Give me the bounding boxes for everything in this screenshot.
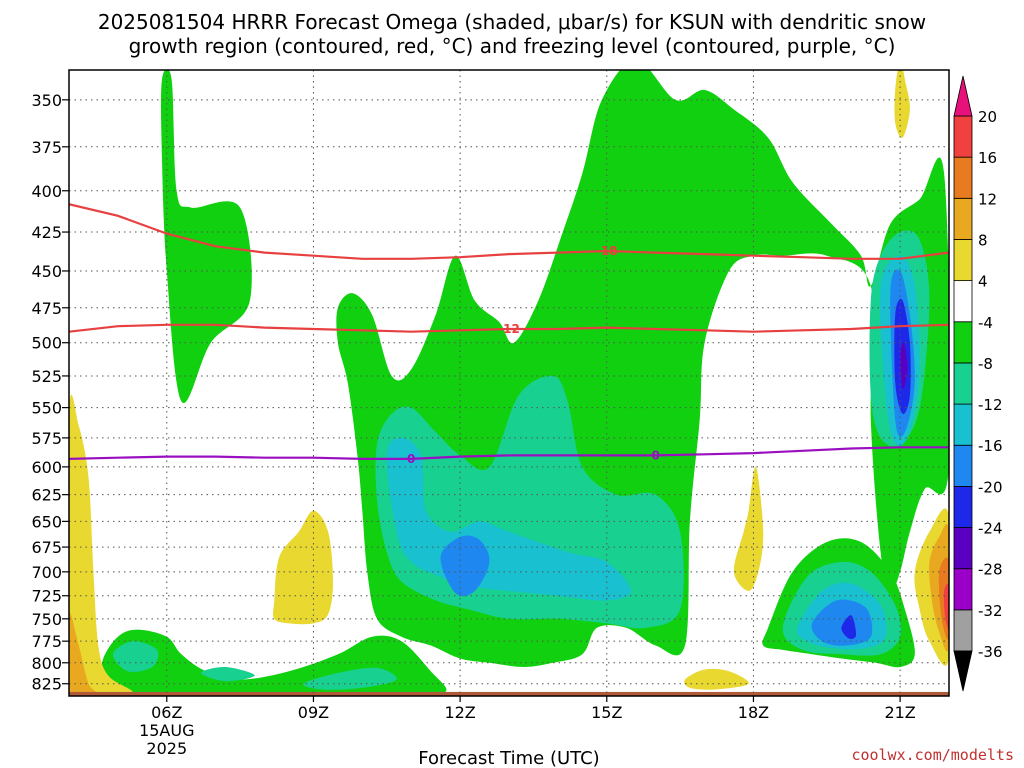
y-tick-label-825: 825: [31, 675, 62, 694]
colorbar-segment-16: [953, 115, 973, 158]
colorbar-label--24: -24: [978, 520, 1003, 538]
plot-frame: [68, 69, 950, 697]
x-tick-year: 2025: [146, 739, 187, 758]
contour-line-1: [69, 323, 949, 333]
omega-region--8-0: [160, 70, 252, 404]
y-tick-label-725: 725: [31, 587, 62, 606]
colorbar-label--20: -20: [978, 478, 1003, 496]
colorbar-label--8: -8: [978, 355, 993, 373]
x-tick-label-15Z: 15Z: [591, 703, 622, 722]
y-tick-label-500: 500: [31, 334, 62, 353]
colorbar-segment--28: [953, 527, 973, 570]
y-tick-label-350: 350: [31, 91, 62, 110]
y-axis-ticks: 350 375 400 425 450 475 500 525 550 575 600 625 650 6…: [31, 91, 69, 694]
omega-region-4-19: [69, 394, 133, 696]
omega-region-4-22: [684, 668, 749, 690]
colorbar-label-20: 20: [978, 108, 997, 126]
colorbar: -36 -32 -28 -24 -20 -16 -12 -8 -4 4 8 12 16 20: [953, 75, 1003, 692]
contour-layer: -18 -12 0 0: [69, 203, 949, 466]
omega-region--12-7: [112, 641, 159, 672]
omega-region-4-21: [733, 466, 764, 591]
omega-region--28-18: [900, 342, 908, 390]
x-tick-label-18Z: 18Z: [738, 703, 769, 722]
y-tick-label-800: 800: [31, 654, 62, 673]
y-tick-label-650: 650: [31, 512, 62, 531]
colorbar-segment--12: [953, 362, 973, 405]
omega-region--20-13: [440, 535, 490, 597]
colorbar-label-12: 12: [978, 190, 997, 208]
omega-region-16-27: [943, 583, 949, 630]
colorbar-label--16: -16: [978, 437, 1003, 455]
x-tick-label-06Z: 06Z: [151, 703, 182, 722]
colorbar-label--28: -28: [978, 561, 1003, 579]
colorbar-label--32: -32: [978, 602, 1003, 620]
x-tick-label-09Z: 09Z: [298, 703, 329, 722]
y-tick-label-775: 775: [31, 632, 62, 651]
colorbar-segment-8: [953, 197, 973, 240]
omega-region-4-20: [273, 510, 333, 625]
colorbar-label-8: 8: [978, 231, 988, 249]
colorbar-label--12: -12: [978, 396, 1003, 414]
omega-region--24-17: [841, 615, 857, 640]
y-tick-label-700: 700: [31, 563, 62, 582]
x-tick-label-12Z: 12Z: [444, 703, 475, 722]
credit-text: coolwx.com/modelts: [851, 746, 1014, 764]
colorbar-segment--20: [953, 444, 973, 487]
y-tick-label-475: 475: [31, 299, 62, 318]
omega-region--12-9: [303, 667, 397, 690]
colorbar-segment--36: [953, 609, 973, 652]
colorbar-extend-high: [953, 75, 973, 117]
contour-label-1-0: -12: [498, 322, 520, 336]
colorbar-label-16: 16: [978, 149, 997, 167]
shaded-omega-layer: [69, 70, 949, 696]
omega-region-4-23: [894, 70, 910, 139]
y-tick-label-525: 525: [31, 367, 62, 386]
colorbar-extend-low: [953, 650, 973, 692]
y-tick-label-375: 375: [31, 138, 62, 157]
y-tick-label-625: 625: [31, 486, 62, 505]
ground-band: [69, 691, 949, 696]
chart-title-line1: 2025081504 HRRR Forecast Omega (shaded, …: [98, 10, 926, 34]
omega-region--20-15: [811, 599, 873, 646]
x-axis-title: Forecast Time (UTC): [418, 748, 599, 768]
colorbar-label--36: -36: [978, 643, 1003, 661]
colorbar-segment-12: [953, 156, 973, 199]
omega-region--12-8: [201, 666, 255, 682]
grid-layer: [69, 70, 949, 696]
x-tick-label-21Z: 21Z: [884, 703, 915, 722]
contour-label-2-1: 0: [651, 448, 659, 462]
y-tick-label-450: 450: [31, 262, 62, 281]
contour-label-2-0: 0: [407, 452, 415, 466]
colorbar-segment--8: [953, 321, 973, 364]
x-tick-date: 15AUG: [139, 721, 194, 740]
colorbar-label--4: -4: [978, 314, 993, 332]
y-tick-label-575: 575: [31, 429, 62, 448]
contour-line-0: [69, 203, 949, 260]
colorbar-segment--16: [953, 403, 973, 446]
y-tick-label-600: 600: [31, 458, 62, 477]
omega-region-8-28: [69, 612, 99, 696]
colorbar-segment--32: [953, 568, 973, 611]
contour-label-0-0: -18: [596, 244, 618, 258]
y-tick-label-400: 400: [31, 182, 62, 201]
y-tick-label-750: 750: [31, 610, 62, 629]
y-tick-label-550: 550: [31, 399, 62, 418]
chart-title-line2: growth region (contoured, red, °C) and f…: [129, 34, 896, 58]
y-tick-label-675: 675: [31, 538, 62, 557]
colorbar-segment--4: [953, 280, 973, 323]
colorbar-segment-4: [953, 239, 973, 282]
contour-line-2: [69, 446, 949, 460]
colorbar-segment--24: [953, 485, 973, 528]
colorbar-label-4: 4: [978, 273, 988, 291]
y-tick-label-425: 425: [31, 223, 62, 242]
